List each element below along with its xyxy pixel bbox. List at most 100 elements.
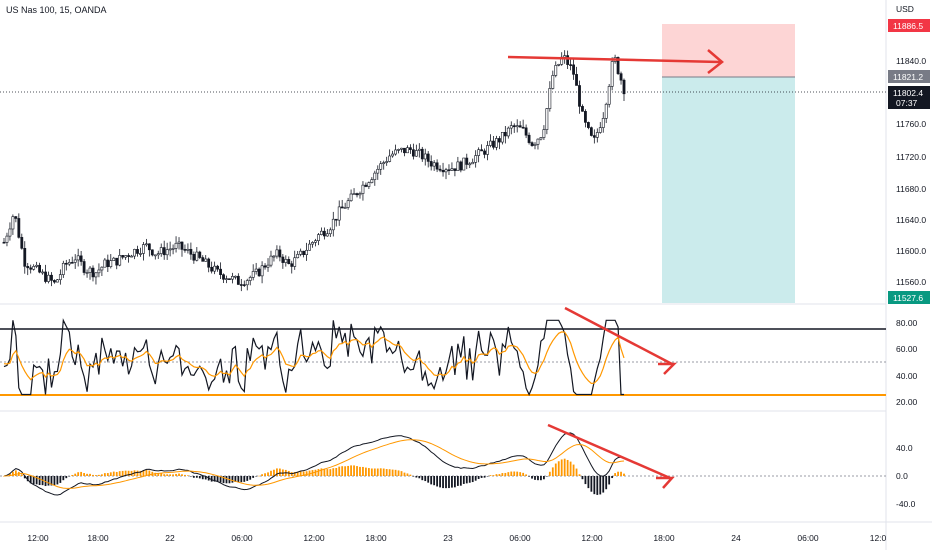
bar-countdown: 07:37 [896,98,918,108]
price-axis[interactable]: 11840.0 11760.0 11720.0 11680.0 11640.0 … [896,56,926,287]
candle [150,249,154,256]
candle [225,278,228,280]
macd-bar [32,476,35,485]
candle [180,241,184,250]
macd-bar [572,464,575,476]
take-profit-zone[interactable] [662,77,795,303]
macd-bar [557,461,560,476]
macd-bar [584,476,587,485]
candle [376,168,380,174]
macd-bar [169,474,172,476]
candle [26,266,30,269]
candle [115,257,119,266]
candle [41,271,44,274]
macd-bar [26,476,29,482]
candle [47,274,50,282]
stop-loss-zone[interactable] [662,24,795,77]
candle [97,269,101,274]
macd-bar [528,476,530,477]
macd-bar [563,458,566,476]
macd-bar [356,466,358,476]
candle [20,237,24,249]
rsi-axis[interactable]: 80.00 60.00 40.00 20.00 [896,318,918,407]
candle [53,280,56,283]
candle [171,248,175,250]
macd-bar [400,471,403,476]
price-tick: 11560.0 [896,277,926,287]
candle [236,275,240,285]
candle [364,184,368,187]
macd-bar [554,463,557,476]
macd-bar [525,474,528,476]
candle [94,272,98,278]
macd-bar [403,472,406,476]
candle [281,256,285,263]
macd-bar [184,474,186,476]
macd-bar [258,475,261,477]
macd-bar [213,476,216,482]
time-axis[interactable]: 12:00 18:00 22 06:00 12:00 18:00 23 06:0… [27,533,886,543]
time-tick: 12:00 [303,533,325,543]
candle [198,251,202,258]
candle [584,111,587,123]
macd-histogram [3,458,625,495]
macd-bar [445,476,447,489]
rsi-panel [0,306,886,396]
symbol-title: US Nas 100, 15, OANDA [6,5,107,15]
macd-bar [243,476,246,482]
macd-bar [341,466,344,476]
macd-bar [246,476,249,481]
candle [266,264,270,268]
candle [106,259,110,267]
candle [257,268,261,277]
candle [468,163,472,166]
macd-bar [406,473,409,476]
macd-bar [9,473,11,476]
macd-bar [160,473,163,476]
macd-bar [3,476,5,477]
rsi-line [3,318,624,396]
macd-bar [189,476,192,477]
macd-signal-line [3,439,625,489]
candle [142,244,145,254]
candle [186,248,190,251]
candle [287,259,291,265]
candle [121,255,125,258]
candle [542,129,546,138]
macd-bar [350,465,352,476]
macd-bar [308,470,311,476]
macd-bar [335,467,338,476]
macd-bar [620,471,622,476]
macd-bar [115,471,118,476]
candle [29,267,33,270]
macd-bar [20,474,23,476]
candle [400,147,403,150]
macd-bar [373,468,376,476]
candle [8,228,12,237]
macd-bar [501,473,504,476]
resistance-arrow[interactable] [507,49,724,74]
candle [438,168,442,171]
macd-bar [231,476,234,483]
macd-bar [305,471,308,476]
candle [352,193,356,195]
candle [509,125,513,129]
time-tick: 18:00 [365,533,387,543]
macd-bar [471,476,474,483]
macd-bar [421,476,424,481]
macd-bar [439,476,441,488]
macd-bar [382,468,385,476]
macd-bar [278,468,281,476]
macd-axis[interactable]: 40.0 0.0 -40.0 [896,443,916,509]
macd-bar [314,469,317,476]
candle [486,145,489,155]
candle [435,162,439,170]
rsi-divergence-arrow [564,306,673,366]
candle [604,103,608,119]
macd-bar [614,473,617,476]
time-tick: 24 [731,533,741,543]
candle [147,243,151,251]
macd-bar [252,476,255,478]
rsi-tick: 80.00 [896,318,918,328]
